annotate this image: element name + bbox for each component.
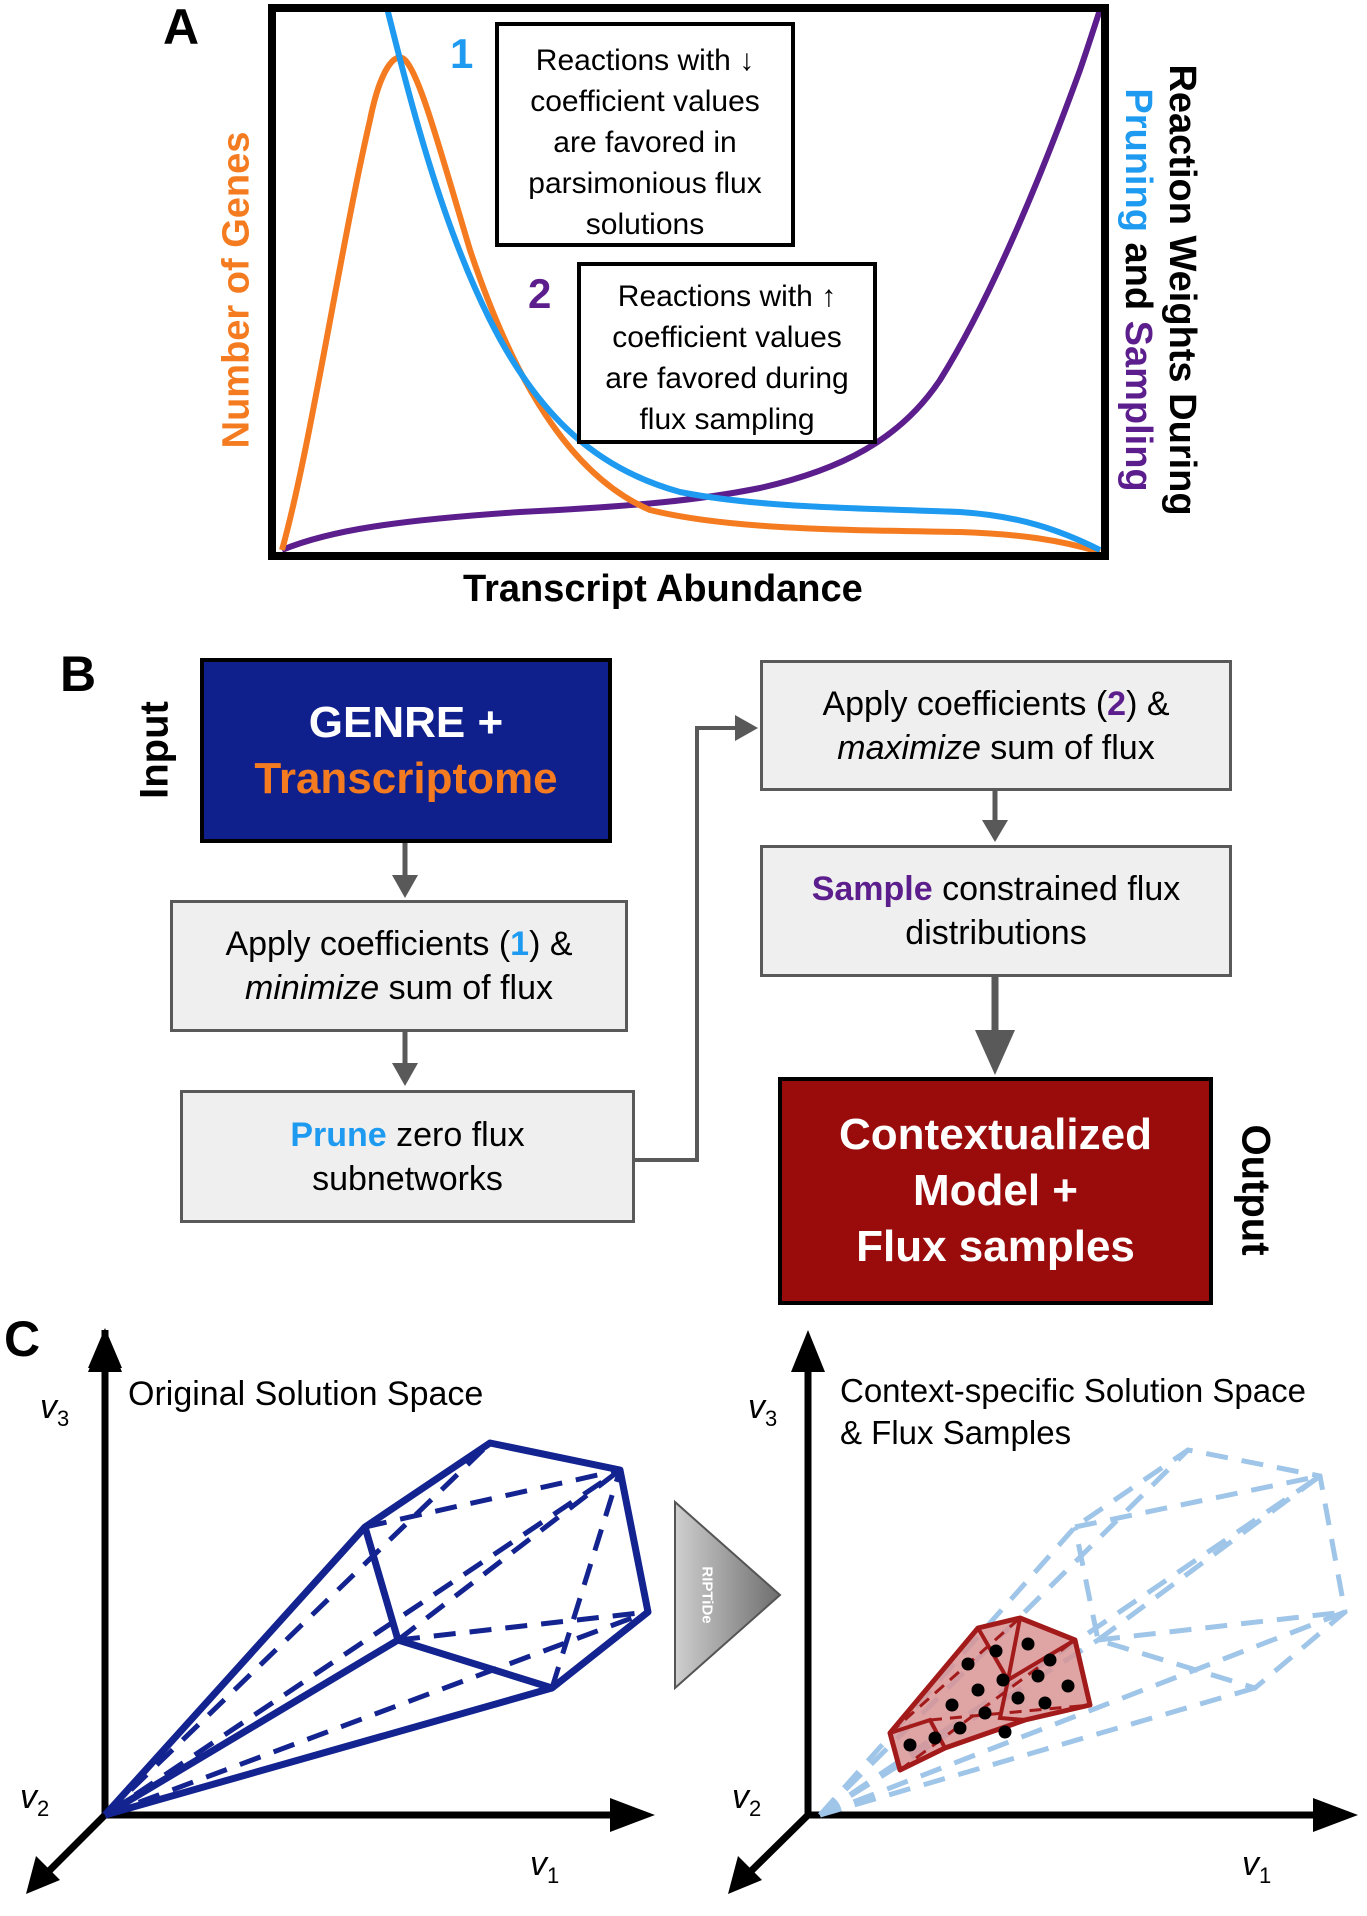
sample-word: Sample xyxy=(811,870,933,908)
note2-line: Reactions with ↑ xyxy=(617,280,837,313)
text: sum of flux xyxy=(980,728,1155,767)
output-line: Model + xyxy=(912,1166,1079,1215)
sub: 3 xyxy=(57,1405,70,1431)
flux-sample-point xyxy=(1043,1653,1057,1667)
v: v xyxy=(732,1778,749,1816)
note1-line: solutions xyxy=(585,208,705,241)
text: Apply coefficients ( xyxy=(822,684,1108,723)
flux-sample-point xyxy=(1038,1696,1052,1710)
step-maximize-line2: maximize sum of flux xyxy=(837,726,1154,770)
panel-b-letter: B xyxy=(60,646,97,702)
right-title-line1: Context-specific Solution Space xyxy=(840,1372,1306,1409)
left-v1-label: v1 xyxy=(530,1845,559,1889)
sub: 3 xyxy=(765,1405,778,1431)
marker-2: 2 xyxy=(528,270,552,317)
text: ) & xyxy=(1126,684,1170,723)
minimize-word: minimize xyxy=(245,969,380,1007)
text: ) & xyxy=(529,925,573,963)
riptide-arrow xyxy=(674,1499,782,1691)
v: v xyxy=(530,1845,547,1883)
marker-1: 1 xyxy=(450,30,474,77)
flux-sample-point xyxy=(1031,1669,1045,1683)
note1-line: coefficient values xyxy=(530,85,760,118)
flux-sample-point xyxy=(998,1725,1012,1739)
note1-line: parsimonious flux xyxy=(528,167,762,200)
flux-sample-point xyxy=(978,1706,992,1720)
left-title: Original Solution Space xyxy=(128,1375,484,1413)
step-maximize: Apply coefficients (2) & maximize sum of… xyxy=(760,660,1232,791)
step-prune: Prune zero flux subnetworks xyxy=(180,1090,635,1223)
flux-sample-point xyxy=(961,1657,975,1671)
panel-c-letter: C xyxy=(4,1311,41,1367)
panel-a-chart xyxy=(268,4,1109,560)
output-line: Flux samples xyxy=(856,1222,1135,1271)
note2-line: are favored during xyxy=(605,362,849,395)
step-prune-line2: subnetworks xyxy=(312,1159,503,1198)
output-box: Contextualized Model + Flux samples xyxy=(778,1077,1213,1305)
right-title-line2: & Flux Samples xyxy=(840,1414,1072,1451)
flow-arrows xyxy=(392,715,1015,1162)
text: zero flux xyxy=(386,1115,525,1154)
note-box-sampling: Reactions with ↑ coefficient values are … xyxy=(577,262,877,444)
text: constrained flux xyxy=(932,870,1181,908)
note1-line: are favored in xyxy=(553,126,737,159)
prune-word: Prune xyxy=(290,1115,387,1154)
note2-line: flux sampling xyxy=(639,403,815,436)
flux-sample-point xyxy=(996,1673,1010,1687)
plot-frame xyxy=(268,4,1109,560)
step-minimize-line2: minimize sum of flux xyxy=(245,966,553,1010)
coef-2: 2 xyxy=(1107,684,1127,723)
step-minimize-line1: Apply coefficients (1) & xyxy=(225,922,572,966)
step-sample-line2: distributions xyxy=(905,914,1087,952)
riptide-label: RIPTiDe xyxy=(698,1566,716,1624)
flux-sample-point xyxy=(971,1683,985,1697)
coef-1: 1 xyxy=(510,925,530,963)
sub: 2 xyxy=(37,1795,50,1821)
flux-sample-point xyxy=(953,1721,967,1735)
x-axis-label: Transcript Abundance xyxy=(463,568,863,610)
right-v3-label: v3 xyxy=(748,1388,777,1432)
step-prune-line1: Prune zero flux xyxy=(290,1113,524,1157)
step-maximize-line1: Apply coefficients (2) & xyxy=(822,682,1169,726)
text: sum of flux xyxy=(379,969,553,1007)
step-sample-line1: Sample constrained flux xyxy=(812,867,1181,911)
flux-sample-point xyxy=(989,1644,1003,1658)
output-line: Contextualized xyxy=(839,1110,1152,1159)
maximize-word: maximize xyxy=(837,728,981,767)
input-box-line1: GENRE + xyxy=(308,697,504,747)
sub: 1 xyxy=(1259,1862,1272,1888)
note1-line: Reactions with ↓ xyxy=(535,44,755,77)
input-box: GENRE + Transcriptome xyxy=(200,658,612,843)
right-title: Context-specific Solution Space & Flux S… xyxy=(840,1370,1306,1454)
right-v1-label: v1 xyxy=(1242,1845,1271,1889)
text: Apply coefficients ( xyxy=(225,925,511,963)
sampling-weight-curve xyxy=(280,8,1104,553)
flux-sample-point xyxy=(1061,1679,1075,1693)
flux-sample-point xyxy=(1011,1691,1025,1705)
sub: 2 xyxy=(749,1795,762,1821)
v: v xyxy=(1242,1845,1259,1883)
flux-sample-point xyxy=(1021,1637,1035,1651)
v: v xyxy=(748,1388,765,1426)
step-sample: Sample constrained flux distributions xyxy=(760,845,1232,977)
step-minimize: Apply coefficients (1) & minimize sum of… xyxy=(170,900,628,1032)
flux-sample-point xyxy=(903,1738,917,1752)
note-box-pruning: Reactions with ↓ coefficient values are … xyxy=(495,22,795,247)
v: v xyxy=(40,1388,57,1426)
panel-a-letter: A xyxy=(163,0,200,55)
left-v3-label: v3 xyxy=(40,1388,69,1432)
right-v2-label: v2 xyxy=(732,1778,761,1822)
flux-sample-point xyxy=(928,1731,942,1745)
note2-line: coefficient values xyxy=(612,321,842,354)
pruning-weight-curve xyxy=(383,8,1102,553)
left-v2-label: v2 xyxy=(20,1778,49,1822)
input-box-line2: Transcriptome xyxy=(254,753,558,803)
v: v xyxy=(20,1778,37,1816)
gene-distribution-curve xyxy=(279,54,1101,555)
sub: 1 xyxy=(547,1862,560,1888)
flux-sample-point xyxy=(945,1698,959,1712)
